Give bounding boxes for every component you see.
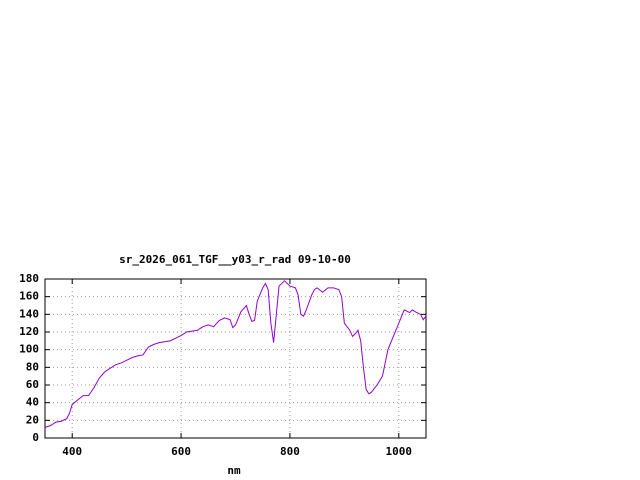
y-tick-label: 40 [26,396,39,409]
x-tick-label: 800 [280,445,300,458]
y-tick-label: 20 [26,413,39,426]
x-tick-label: 400 [62,445,82,458]
data-line [44,280,427,428]
x-tick-label: 600 [171,445,191,458]
y-tick-label: 180 [19,272,39,285]
y-tick-label: 160 [19,290,39,303]
x-tick-label: 1000 [386,445,413,458]
y-tick-label: 0 [32,431,39,444]
y-tick-label: 80 [26,360,39,373]
x-axis-label: nm [227,464,241,477]
y-tick-label: 140 [19,307,39,320]
plot-border [44,278,427,439]
y-tick-label: 60 [26,378,39,391]
y-tick-label: 120 [19,325,39,338]
chart-title: sr_2026_061_TGF__y03_r_rad 09-10-00 [119,253,351,266]
y-tick-label: 100 [19,343,39,356]
